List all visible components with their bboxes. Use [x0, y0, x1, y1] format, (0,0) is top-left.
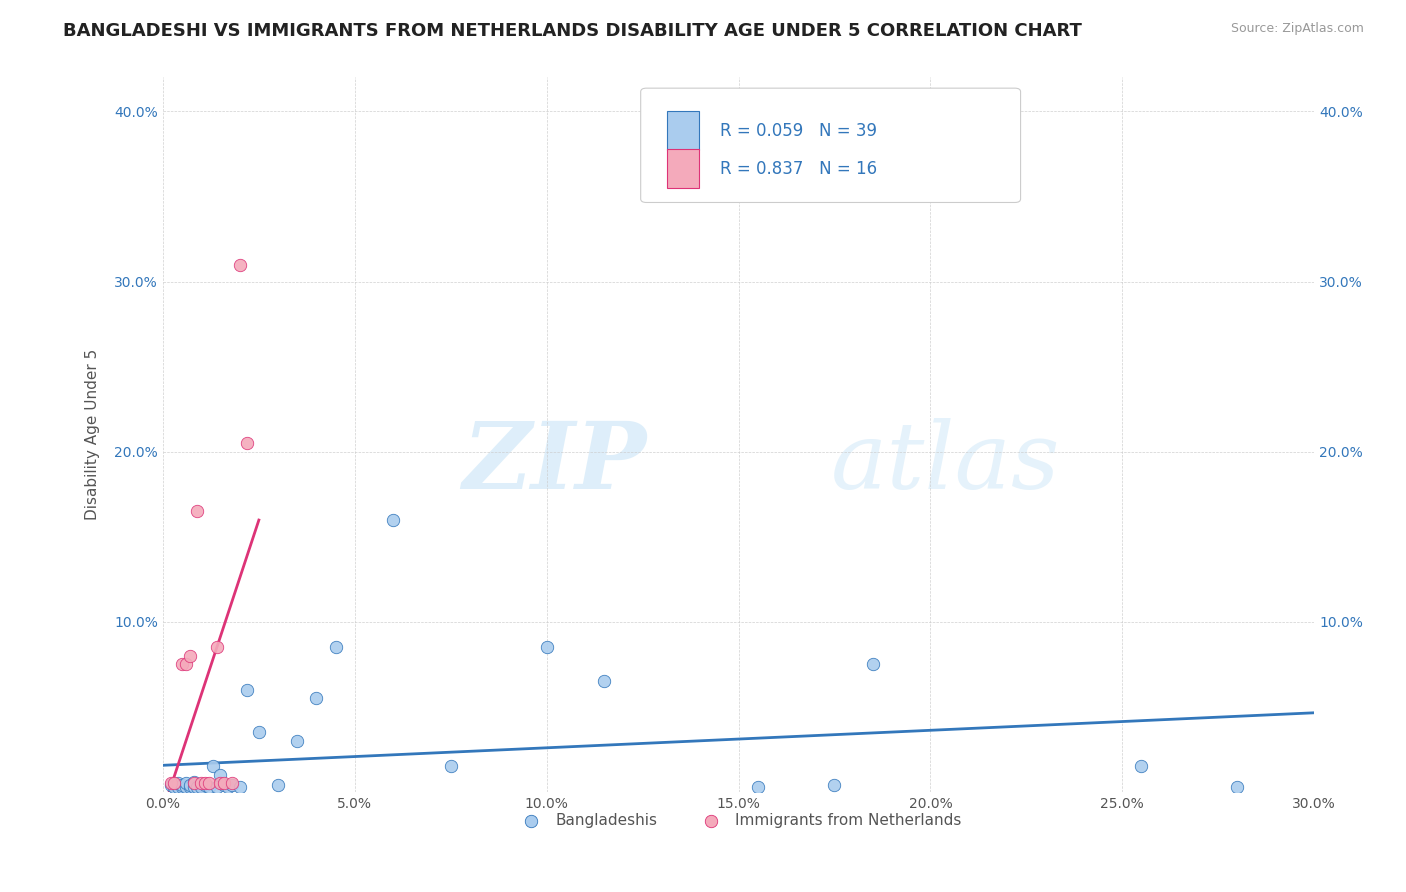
Point: [228, 780, 250, 794]
Point: [236, 436, 259, 450]
Point: [747, 780, 769, 794]
Point: [236, 682, 259, 697]
Point: [221, 776, 243, 790]
Text: BANGLADESHI VS IMMIGRANTS FROM NETHERLANDS DISABILITY AGE UNDER 5 CORRELATION CH: BANGLADESHI VS IMMIGRANTS FROM NETHERLAN…: [63, 22, 1083, 40]
Point: [194, 778, 217, 792]
Point: [179, 780, 201, 794]
Point: [179, 778, 201, 792]
Point: [228, 258, 250, 272]
Point: [183, 776, 205, 790]
Point: [862, 657, 884, 672]
Point: [205, 780, 228, 794]
Point: [305, 691, 328, 706]
Point: [209, 768, 232, 782]
Text: Source: ZipAtlas.com: Source: ZipAtlas.com: [1230, 22, 1364, 36]
Point: [190, 776, 212, 790]
Point: [179, 648, 201, 663]
Point: [247, 725, 270, 739]
Point: [172, 778, 194, 792]
Point: [205, 640, 228, 655]
Text: R = 0.059   N = 39: R = 0.059 N = 39: [720, 121, 877, 140]
Point: [824, 778, 846, 792]
Y-axis label: Disability Age Under 5: Disability Age Under 5: [86, 349, 100, 520]
Point: [217, 780, 239, 794]
Point: [183, 780, 205, 794]
Point: [172, 657, 194, 672]
Point: [190, 778, 212, 792]
Text: atlas: atlas: [831, 418, 1060, 508]
Point: [209, 776, 232, 790]
Point: [163, 780, 186, 794]
Point: [167, 780, 190, 794]
Point: [201, 759, 224, 773]
Point: [198, 776, 221, 790]
Text: ZIP: ZIP: [463, 418, 647, 508]
Legend: Bangladeshis, Immigrants from Netherlands: Bangladeshis, Immigrants from Netherland…: [509, 807, 967, 834]
Point: [186, 504, 208, 518]
Point: [198, 780, 221, 794]
Point: [174, 776, 197, 790]
Point: [167, 776, 190, 790]
Point: [190, 780, 212, 794]
Point: [159, 778, 181, 792]
Point: [221, 778, 243, 792]
Point: [194, 776, 217, 790]
FancyBboxPatch shape: [668, 149, 699, 188]
Point: [172, 780, 194, 794]
Point: [186, 780, 208, 794]
Point: [382, 513, 405, 527]
Point: [267, 778, 290, 792]
Point: [440, 759, 463, 773]
Point: [214, 778, 236, 792]
Point: [183, 774, 205, 789]
Point: [593, 674, 616, 689]
Point: [536, 640, 558, 655]
Point: [1130, 759, 1153, 773]
Point: [325, 640, 347, 655]
Point: [285, 734, 308, 748]
Point: [174, 780, 197, 794]
Point: [174, 657, 197, 672]
Point: [214, 776, 236, 790]
Point: [1226, 780, 1249, 794]
Text: R = 0.837   N = 16: R = 0.837 N = 16: [720, 160, 877, 178]
FancyBboxPatch shape: [668, 111, 699, 151]
Point: [163, 776, 186, 790]
Point: [159, 776, 181, 790]
FancyBboxPatch shape: [641, 88, 1021, 202]
